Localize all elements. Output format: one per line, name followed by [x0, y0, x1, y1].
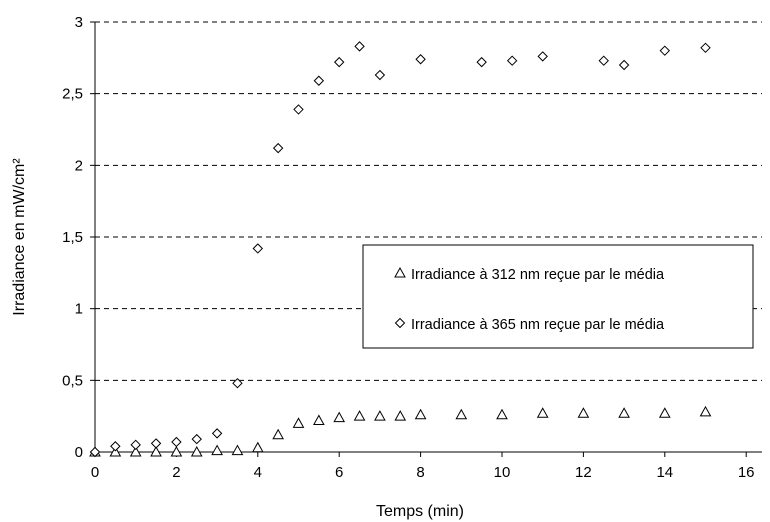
- diamond-point: [252, 243, 264, 254]
- x-tick-label: 6: [335, 464, 343, 481]
- legend-diamond-icon: [394, 317, 406, 329]
- x-tick-label: 4: [254, 464, 262, 481]
- diamond-point: [700, 42, 711, 54]
- y-tick-label: 1: [75, 301, 83, 318]
- triangle-point: [272, 428, 284, 440]
- diamond-point: [293, 104, 304, 115]
- triangle-point: [618, 407, 630, 418]
- diamond-point: [130, 439, 141, 451]
- diamond-point: [415, 54, 426, 65]
- diamond-point: [110, 441, 121, 452]
- triangle-point: [496, 408, 508, 420]
- triangle-point: [353, 410, 366, 421]
- triangle-point: [333, 411, 346, 423]
- triangle-point: [231, 444, 244, 456]
- x-axis-title: Temps (min): [376, 503, 464, 520]
- ticks-layer: 0 0,5 1 1,5 2 2,5 3 0 2 4 6 8 10 12 14 16: [62, 14, 754, 481]
- triangle-point: [658, 407, 671, 418]
- diamond-point: [354, 41, 365, 52]
- legend-box: [362, 244, 754, 349]
- legend-triangle-icon: [394, 266, 406, 278]
- triangle-point: [699, 405, 712, 417]
- triangle-point: [394, 410, 407, 421]
- triangle-point: [455, 408, 468, 420]
- x-tick-label: 2: [172, 464, 180, 481]
- y-tick-label: 3: [75, 14, 83, 31]
- triangle-point: [577, 407, 590, 418]
- marks-layer: [89, 41, 712, 458]
- diamond-point: [374, 69, 386, 81]
- diamond-point: [313, 75, 325, 86]
- y-tick-label: 0: [75, 444, 83, 461]
- diamond-point: [171, 436, 182, 448]
- legend-symbols: [394, 266, 406, 329]
- triangle-point: [190, 445, 203, 457]
- diamond-point: [272, 142, 284, 154]
- triangle-point: [170, 445, 183, 457]
- diamond-point: [333, 56, 345, 68]
- diamond-point: [506, 55, 518, 66]
- triangle-point: [374, 410, 386, 421]
- diamond-point: [191, 433, 202, 445]
- x-tick-label: 0: [91, 464, 99, 481]
- y-tick-label: 2,5: [62, 86, 83, 103]
- triangle-point: [251, 441, 264, 453]
- triangle-point: [129, 445, 142, 457]
- x-tick-label: 14: [656, 464, 673, 481]
- legend: Irradiance à 312 nm reçue par le média I…: [362, 244, 754, 349]
- triangle-point: [211, 444, 223, 456]
- diamond-point: [211, 428, 223, 439]
- diamond-point: [598, 55, 609, 66]
- x-tick-label: 10: [494, 464, 511, 481]
- x-tick-label: 12: [575, 464, 592, 481]
- diamond-point: [476, 56, 487, 68]
- triangle-point: [313, 414, 325, 425]
- triangle-point: [150, 445, 162, 457]
- triangle-point: [536, 407, 549, 418]
- x-tick-label: 8: [416, 464, 424, 481]
- y-axis-title: Irradiance en mW/cm²: [11, 158, 28, 316]
- diamond-point: [618, 59, 630, 71]
- diamond-point: [150, 438, 162, 449]
- series-2: [89, 41, 711, 458]
- diamond-point: [537, 51, 548, 62]
- y-tick-label: 0,5: [62, 372, 83, 389]
- x-tick-label: 16: [738, 464, 755, 481]
- series-1: [89, 405, 712, 457]
- triangle-point: [292, 417, 305, 428]
- legend-label-365: Irradiance à 365 nm reçue par le média: [411, 317, 665, 333]
- diamond-point: [659, 45, 671, 56]
- diamond-point: [89, 446, 101, 458]
- y-tick-label: 1,5: [62, 229, 83, 246]
- triangle-point: [414, 408, 427, 420]
- y-tick-label: 2: [75, 157, 83, 174]
- legend-label-312: Irradiance à 312 nm reçue par le média: [411, 267, 665, 283]
- triangle-point: [109, 445, 122, 457]
- diamond-point: [232, 377, 243, 389]
